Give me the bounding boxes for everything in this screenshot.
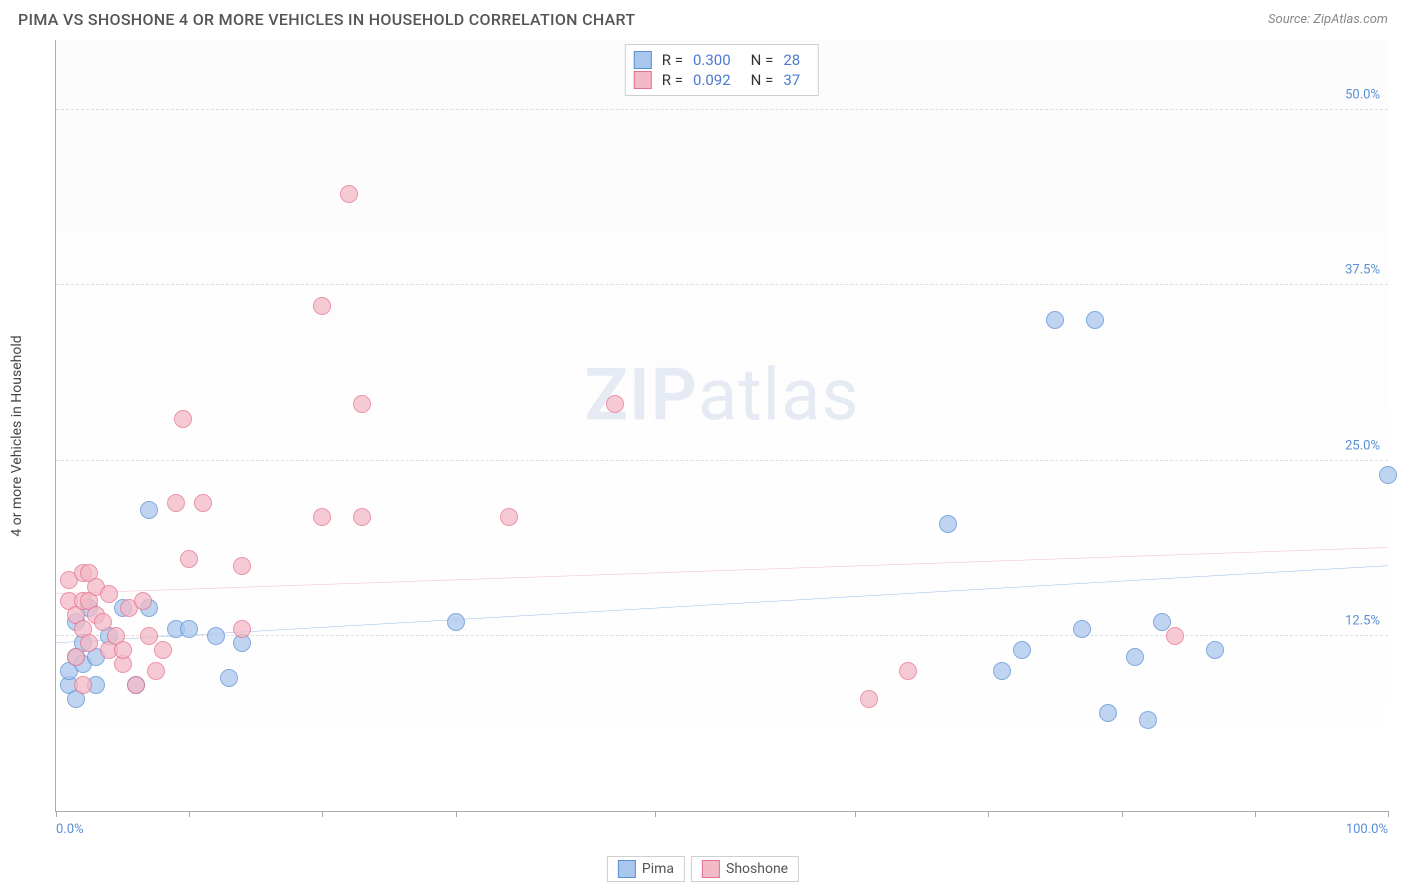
- stat-r-label: R =: [662, 51, 683, 69]
- x-tick: [189, 811, 190, 817]
- legend-swatch: [702, 860, 720, 878]
- chart-title: PIMA VS SHOSHONE 4 OR MORE VEHICLES IN H…: [18, 10, 635, 29]
- data-point: [313, 508, 331, 526]
- x-tick-label: 100.0%: [1346, 822, 1388, 837]
- source-attribution: Source: ZipAtlas.com: [1268, 12, 1388, 27]
- stat-r-value: 0.092: [693, 71, 731, 89]
- y-tick-label: 12.5%: [1345, 613, 1380, 628]
- data-point: [180, 620, 198, 638]
- legend-swatch: [618, 860, 636, 878]
- data-point: [1153, 613, 1171, 631]
- data-point: [80, 634, 98, 652]
- data-point: [500, 508, 518, 526]
- legend-label: Pima: [642, 861, 674, 877]
- data-point: [1206, 641, 1224, 659]
- data-point: [134, 592, 152, 610]
- data-point: [1099, 704, 1117, 722]
- trend-lines: [56, 40, 1388, 811]
- gridline: [56, 460, 1388, 461]
- data-point: [140, 627, 158, 645]
- data-point: [100, 585, 118, 603]
- data-point: [1073, 620, 1091, 638]
- x-tick: [1255, 811, 1256, 817]
- data-point: [340, 185, 358, 203]
- data-point: [1166, 627, 1184, 645]
- y-axis-label: 4 or more Vehicles in Household: [9, 335, 25, 536]
- data-point: [860, 690, 878, 708]
- data-point: [447, 613, 465, 631]
- data-point: [167, 494, 185, 512]
- trend-line: [56, 547, 1388, 593]
- y-tick-label: 37.5%: [1345, 263, 1380, 278]
- stat-r-value: 0.300: [693, 51, 731, 69]
- data-point: [233, 557, 251, 575]
- x-tick: [1122, 811, 1123, 817]
- series-swatch: [634, 51, 652, 69]
- x-tick: [322, 811, 323, 817]
- chart-container: 4 or more Vehicles in Household ZIPatlas…: [35, 40, 1388, 832]
- correlation-stats-box: R = 0.300 N = 28 R = 0.092 N = 37: [625, 44, 819, 96]
- x-tick-label: 0.0%: [56, 822, 84, 837]
- watermark: ZIPatlas: [584, 352, 859, 437]
- stat-n-label: N =: [751, 71, 774, 89]
- data-point: [939, 515, 957, 533]
- gridline: [56, 284, 1388, 285]
- x-tick: [56, 811, 57, 817]
- gridline: [56, 635, 1388, 636]
- stats-row: R = 0.300 N = 28: [634, 50, 810, 70]
- data-point: [1086, 311, 1104, 329]
- x-tick: [855, 811, 856, 817]
- x-tick: [456, 811, 457, 817]
- legend-item: Shoshone: [691, 856, 799, 882]
- gridline: [56, 109, 1388, 110]
- data-point: [899, 662, 917, 680]
- data-point: [127, 676, 145, 694]
- data-point: [154, 641, 172, 659]
- stats-row: R = 0.092 N = 37: [634, 70, 810, 90]
- stat-n-value: 28: [783, 51, 800, 69]
- data-point: [74, 676, 92, 694]
- data-point: [147, 662, 165, 680]
- data-point: [94, 613, 112, 631]
- data-point: [174, 410, 192, 428]
- data-point: [233, 620, 251, 638]
- stat-n-value: 37: [783, 71, 800, 89]
- data-point: [67, 648, 85, 666]
- data-point: [1046, 311, 1064, 329]
- data-point: [313, 297, 331, 315]
- data-point: [1013, 641, 1031, 659]
- data-point: [114, 641, 132, 659]
- y-tick-label: 50.0%: [1345, 88, 1380, 103]
- y-tick-label: 25.0%: [1345, 438, 1380, 453]
- x-tick: [655, 811, 656, 817]
- data-point: [180, 550, 198, 568]
- data-point: [207, 627, 225, 645]
- legend: Pima Shoshone: [607, 856, 799, 882]
- data-point: [220, 669, 238, 687]
- stat-n-label: N =: [751, 51, 774, 69]
- legend-label: Shoshone: [726, 861, 788, 877]
- data-point: [993, 662, 1011, 680]
- data-point: [140, 501, 158, 519]
- x-tick: [1388, 811, 1389, 817]
- trend-line: [56, 566, 1388, 643]
- data-point: [353, 395, 371, 413]
- plot-area: ZIPatlas R = 0.300 N = 28 R = 0.092 N = 37 12.5…: [55, 40, 1388, 812]
- data-point: [606, 395, 624, 413]
- stat-r-label: R =: [662, 71, 683, 89]
- series-swatch: [634, 71, 652, 89]
- data-point: [353, 508, 371, 526]
- data-point: [1139, 711, 1157, 729]
- data-point: [1379, 466, 1397, 484]
- x-tick: [988, 811, 989, 817]
- data-point: [1126, 648, 1144, 666]
- legend-item: Pima: [607, 856, 685, 882]
- data-point: [194, 494, 212, 512]
